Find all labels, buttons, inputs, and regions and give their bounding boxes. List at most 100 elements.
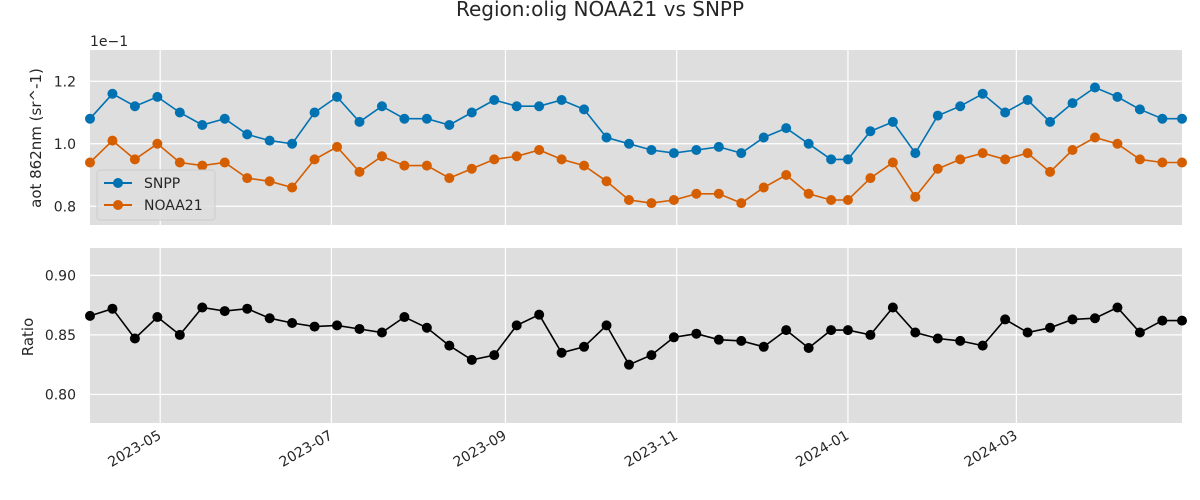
data-point <box>601 132 612 143</box>
data-point <box>736 335 747 346</box>
data-point <box>219 157 230 168</box>
data-point <box>107 303 118 314</box>
data-point <box>354 323 365 334</box>
data-point <box>842 325 853 336</box>
data-point <box>713 141 724 152</box>
legend-snpp-marker <box>113 178 123 188</box>
data-point <box>1045 116 1056 127</box>
data-point <box>287 182 298 193</box>
data-point <box>623 195 634 205</box>
data-point <box>1157 157 1168 168</box>
data-point <box>1045 322 1056 333</box>
data-point <box>842 195 853 205</box>
data-point <box>152 91 163 102</box>
y-tick-label: 0.80 <box>45 387 76 403</box>
data-point <box>197 120 208 130</box>
data-point <box>556 95 567 105</box>
data-point <box>534 101 545 112</box>
data-point <box>691 328 702 339</box>
x-tick-labels: 2023-05 2023-07 2023-09 2023-11 2024-01 2024-… <box>106 428 1021 471</box>
x-tick-label: 2023-05 <box>106 428 165 471</box>
data-point <box>1157 315 1168 326</box>
data-point <box>107 135 118 146</box>
data-point <box>887 116 898 127</box>
data-point <box>421 160 432 171</box>
data-point <box>174 329 185 340</box>
data-point <box>955 154 966 165</box>
y-tick-label: 0.85 <box>45 328 76 344</box>
top-y-offset-label: 1e−1 <box>90 34 128 50</box>
data-point <box>489 350 500 361</box>
data-point <box>713 334 724 345</box>
data-point <box>354 166 365 177</box>
data-point <box>489 95 500 105</box>
data-point <box>1177 157 1187 168</box>
data-point <box>129 154 140 165</box>
chart-title: Region:olig NOAA21 vs SNPP <box>456 0 744 21</box>
data-point <box>1067 314 1078 325</box>
data-point <box>242 129 253 140</box>
data-point <box>601 320 612 331</box>
data-point <box>511 101 522 112</box>
data-point <box>579 341 590 352</box>
data-point <box>534 145 545 155</box>
data-point <box>646 145 657 155</box>
top-y-axis-label: aot 862nm (sr^-1) <box>27 68 45 208</box>
data-point <box>85 310 95 321</box>
top-y-ticks: 0.8 1.0 1.2 <box>54 74 76 215</box>
data-point <box>511 151 522 162</box>
bottom-series-group <box>85 302 1187 370</box>
data-point <box>1067 98 1078 109</box>
data-point <box>466 354 477 365</box>
data-point <box>152 138 163 149</box>
data-point <box>1134 154 1145 165</box>
data-point <box>107 88 118 99</box>
data-point <box>955 335 966 346</box>
data-point <box>1134 104 1145 115</box>
bottom-y-ticks: 0.80 0.85 0.90 <box>45 268 76 403</box>
data-point <box>219 113 230 124</box>
bottom-panel: 0.80 0.85 0.90 Ratio <box>19 248 1187 423</box>
data-point <box>736 198 747 209</box>
data-point <box>865 173 876 184</box>
data-point <box>932 333 943 344</box>
data-point <box>910 148 921 159</box>
data-point <box>646 198 657 209</box>
data-point <box>264 135 275 146</box>
data-point <box>691 188 702 199</box>
data-point <box>646 350 657 361</box>
y-tick-label: 1.2 <box>54 74 76 90</box>
data-point <box>287 318 298 328</box>
data-point <box>287 138 298 149</box>
data-point <box>977 88 988 99</box>
data-point <box>129 101 140 112</box>
data-point <box>534 309 545 320</box>
data-point <box>1112 302 1123 313</box>
data-point <box>466 107 477 118</box>
data-point <box>803 138 814 149</box>
data-point <box>1112 138 1123 149</box>
data-point <box>466 163 477 174</box>
data-point <box>421 322 432 333</box>
data-point <box>489 154 500 165</box>
data-point <box>713 188 724 199</box>
data-point <box>1157 113 1168 124</box>
data-point <box>781 325 792 336</box>
data-point <box>399 312 410 323</box>
data-point <box>977 148 988 159</box>
data-point <box>309 154 320 165</box>
data-point <box>444 340 455 351</box>
data-point <box>758 132 769 143</box>
data-point <box>332 91 343 102</box>
data-point <box>910 191 921 202</box>
data-point <box>421 113 432 124</box>
x-tick-label: 2023-11 <box>622 428 681 471</box>
data-point <box>932 110 943 121</box>
data-point <box>826 195 837 205</box>
data-point <box>1067 145 1078 155</box>
data-point <box>1022 327 1033 338</box>
data-point <box>736 148 747 159</box>
data-point <box>691 145 702 155</box>
data-point <box>623 138 634 149</box>
